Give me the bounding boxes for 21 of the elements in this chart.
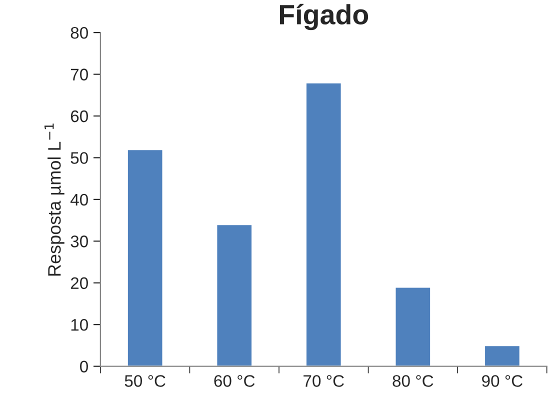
bar <box>484 344 521 366</box>
y-tick-label: 80 <box>70 26 88 39</box>
y-tick-label: 20 <box>70 277 88 290</box>
y-tick-label: 50 <box>70 152 88 164</box>
chart-title: Fígado <box>280 4 368 30</box>
y-tick-label: 30 <box>70 236 88 248</box>
y-tick-label: 70 <box>70 68 88 80</box>
bar <box>394 286 432 366</box>
y-tick-label: 40 <box>70 194 88 206</box>
y-tick-label: 10 <box>71 318 88 331</box>
x-tick-label: 70 °C <box>304 375 344 387</box>
y-tick-label: 0 <box>80 360 88 373</box>
bar <box>305 82 342 366</box>
bar <box>126 148 164 366</box>
y-tick-label: 60 <box>70 110 88 122</box>
x-tick-label: 60 °C <box>214 375 255 387</box>
bar <box>216 224 253 366</box>
x-tick-label: 50 °C <box>124 375 166 387</box>
x-tick-label: 90 °C <box>482 375 522 387</box>
x-tick-label: 80 °C <box>392 375 434 387</box>
y-axis-title: Resposta µmol L$^{−1}$ <box>44 124 64 276</box>
